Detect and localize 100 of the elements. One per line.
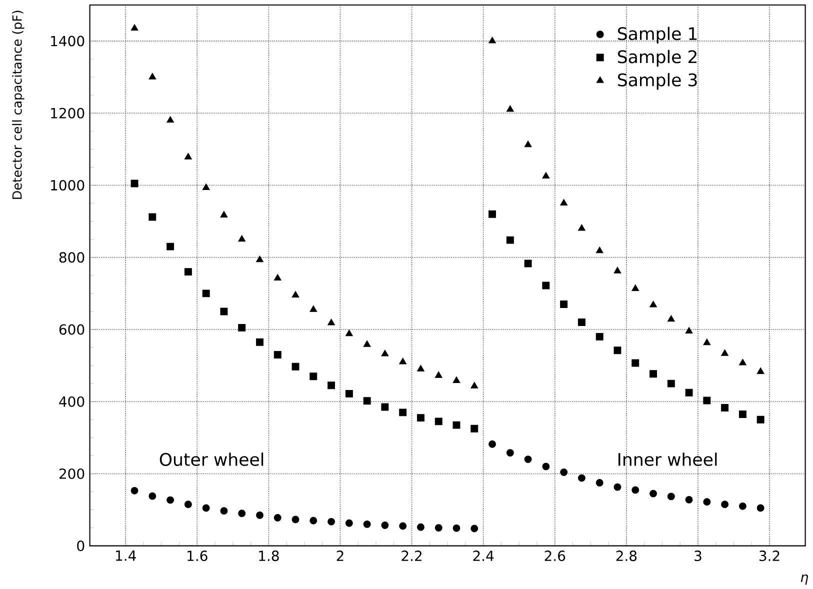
- point: [345, 330, 353, 336]
- y-tick-label: 0: [77, 540, 84, 552]
- annotation: Outer wheel: [160, 452, 264, 466]
- point: [506, 105, 514, 112]
- annotation: Inner wheel: [618, 452, 717, 466]
- point: [703, 338, 711, 346]
- point: [399, 408, 407, 416]
- point: [596, 478, 604, 486]
- legend-label: Sample 1: [618, 26, 697, 44]
- point: [560, 198, 568, 206]
- y-tick-label: 1000: [51, 180, 84, 190]
- point: [524, 140, 532, 148]
- point: [130, 486, 138, 494]
- point: [560, 468, 568, 476]
- point: [632, 359, 640, 367]
- point: [399, 522, 407, 530]
- x-tick-label: 2: [336, 550, 344, 561]
- point: [381, 403, 389, 411]
- point: [345, 519, 353, 527]
- point: [274, 514, 282, 522]
- x-tick-label: 3.2: [759, 550, 780, 562]
- point: [721, 500, 729, 508]
- y-tick-label: 1200: [51, 108, 84, 118]
- point: [506, 449, 514, 456]
- point: [202, 183, 210, 190]
- point: [148, 492, 156, 500]
- point: [685, 388, 693, 396]
- x-tick-label: 2.2: [402, 550, 422, 561]
- point: [738, 358, 746, 366]
- point: [721, 349, 729, 356]
- point: [434, 418, 442, 426]
- point: [238, 235, 246, 242]
- legend-label: Sample 3: [618, 72, 697, 90]
- point: [292, 290, 300, 298]
- point: [596, 246, 604, 254]
- point: [184, 500, 192, 508]
- point: [703, 498, 711, 506]
- point: [256, 256, 264, 262]
- point: [542, 172, 550, 178]
- point: [578, 318, 586, 326]
- point: [738, 410, 746, 418]
- point: [238, 510, 246, 518]
- point: [292, 362, 300, 370]
- point: [650, 300, 657, 308]
- point: [470, 524, 478, 532]
- point: [184, 268, 192, 276]
- point: [434, 524, 442, 532]
- point: [667, 380, 675, 388]
- point: [328, 518, 336, 526]
- point: [756, 367, 764, 374]
- point: [184, 152, 192, 160]
- point: [488, 36, 496, 44]
- point: [685, 496, 693, 504]
- point: [345, 390, 353, 398]
- point: [256, 338, 264, 346]
- point: [488, 440, 496, 448]
- y-tick-label: 1400: [51, 36, 84, 46]
- point: [542, 462, 550, 470]
- point: [274, 350, 282, 358]
- point: [399, 358, 407, 364]
- x-axis-title: η: [800, 574, 808, 585]
- point: [310, 305, 318, 312]
- x-tick-label: 1.6: [188, 550, 208, 562]
- y-tick-label: 800: [59, 252, 84, 263]
- y-tick-label: 600: [59, 324, 84, 335]
- point: [274, 274, 282, 280]
- point: [292, 516, 300, 524]
- point: [738, 502, 746, 510]
- point: [524, 456, 532, 463]
- point: [452, 376, 460, 383]
- point: [650, 370, 657, 378]
- x-tick-label: 3: [694, 550, 702, 562]
- y-tick-label: 200: [59, 468, 84, 479]
- point: [381, 521, 389, 529]
- point: [614, 266, 622, 274]
- point: [452, 421, 460, 429]
- point: [202, 504, 210, 512]
- legend-label: Sample 2: [618, 50, 696, 67]
- point: [363, 340, 371, 347]
- point: [220, 308, 228, 316]
- point: [363, 520, 371, 528]
- point: [148, 72, 156, 80]
- point: [166, 116, 174, 123]
- point: [452, 524, 460, 532]
- point: [685, 326, 693, 334]
- point: [632, 284, 640, 291]
- y-tick-label: 400: [59, 396, 84, 407]
- point: [130, 24, 138, 31]
- point: [614, 483, 622, 491]
- point: [756, 504, 764, 512]
- point: [703, 396, 711, 404]
- point: [506, 236, 514, 244]
- point: [417, 414, 424, 422]
- point: [614, 346, 622, 354]
- point: [470, 424, 478, 432]
- point: [328, 382, 336, 390]
- point: [434, 371, 442, 378]
- point: [488, 210, 496, 218]
- x-tick-label: 2.8: [616, 550, 637, 562]
- point: [220, 210, 228, 218]
